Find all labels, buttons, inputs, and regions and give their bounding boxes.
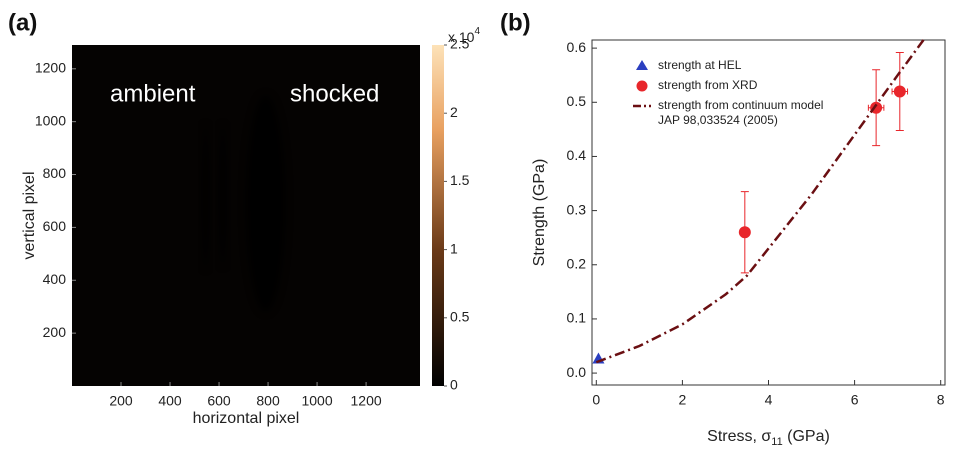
x-tick-label: 4 — [765, 392, 773, 408]
legend-label: JAP 98,033524 (2005) — [658, 113, 778, 127]
y-tick-label: 600 — [43, 218, 67, 234]
x-tick-label: 1000 — [301, 393, 332, 409]
colorbar-tick-label: 0 — [450, 377, 458, 393]
legend-marker — [636, 60, 648, 70]
y-tick-label: 0.4 — [567, 147, 587, 163]
y-tick-label: 0.6 — [567, 39, 587, 55]
y-tick-label: 0.5 — [567, 93, 587, 109]
x-axis-label: Stress, σ11 (GPa) — [707, 428, 830, 448]
streak — [219, 124, 227, 268]
point — [893, 85, 906, 98]
panel-label: (b) — [500, 9, 531, 36]
legend-marker — [636, 80, 648, 92]
y-tick-label: 1200 — [35, 59, 66, 75]
colorbar-tick-label: 0.5 — [450, 309, 470, 325]
y-axis-label: Strength (GPa) — [531, 159, 548, 267]
legend-label: strength at HEL — [658, 58, 742, 72]
annotation: ambient — [110, 80, 196, 107]
x-tick-label: 2 — [679, 392, 687, 408]
multiplier-exponent: 4 — [474, 26, 480, 37]
x-label-main: Stress, σ — [707, 428, 771, 445]
colorbar — [432, 45, 444, 386]
x-tick-label: 600 — [207, 393, 231, 409]
legend-label: strength from XRD — [658, 78, 758, 92]
x-tick-label: 6 — [851, 392, 859, 408]
x-label-unit: (GPa) — [783, 428, 830, 445]
model-line — [595, 39, 925, 364]
x-tick-label: 0 — [592, 392, 600, 408]
x-tick-label: 400 — [158, 393, 182, 409]
annotation: shocked — [290, 80, 379, 107]
streak — [201, 124, 210, 270]
y-tick-label: 1000 — [35, 112, 66, 128]
x-tick-label: 800 — [256, 393, 280, 409]
x-tick-label: 1200 — [351, 393, 382, 409]
colorbar-tick-label: 1.5 — [450, 172, 470, 188]
y-tick-label: 400 — [43, 271, 67, 287]
y-tick-label: 0.2 — [567, 255, 587, 271]
y-tick-label: 800 — [43, 165, 67, 181]
colorbar-tick-label: 1 — [450, 240, 458, 256]
x-axis-label: horizontal pixel — [193, 410, 300, 427]
y-tick-label: 0.1 — [567, 310, 587, 326]
panel-label: (a) — [8, 9, 37, 36]
x-tick-label: 200 — [109, 393, 133, 409]
y-tick-label: 0.0 — [567, 364, 587, 380]
streak — [245, 95, 286, 312]
multiplier-base: x 10 — [448, 29, 475, 45]
y-axis-label: vertical pixel — [21, 171, 38, 259]
colorbar-multiplier: x 104 — [448, 26, 480, 45]
y-tick-label: 0.3 — [567, 201, 587, 217]
image-area — [72, 45, 420, 386]
point — [738, 226, 751, 239]
x-label-subscript: 11 — [771, 436, 782, 448]
x-tick-label: 8 — [937, 392, 945, 408]
colorbar-tick-label: 2.5 — [450, 36, 470, 52]
y-tick-label: 200 — [43, 324, 67, 340]
legend-label: strength from continuum model — [658, 98, 823, 112]
colorbar-tick-label: 2 — [450, 104, 458, 120]
